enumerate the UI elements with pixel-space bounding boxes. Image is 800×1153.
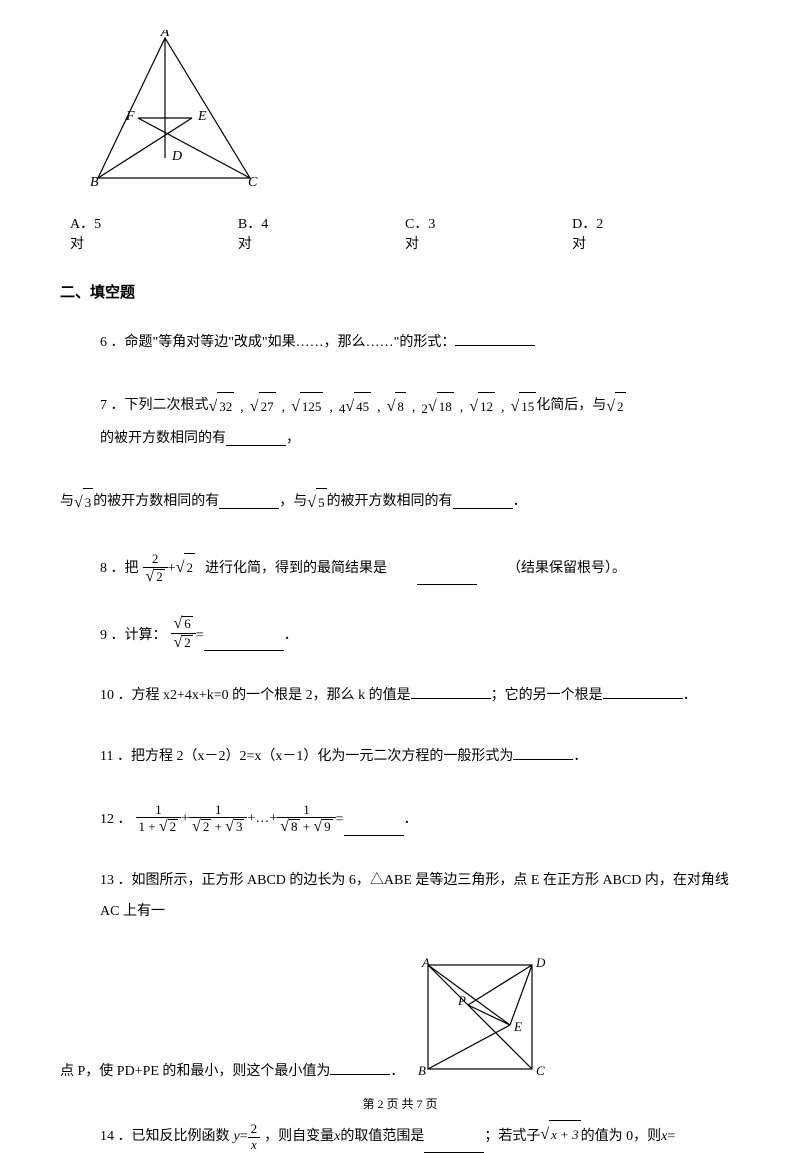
q11-text: 把方程 2（x－2）2=x（x－1）化为一元二次方程的一般形式为: [131, 749, 513, 764]
question-7: 7 ． 下列二次根式 √32,√27,√125,4√45,√8,2√18,√12…: [100, 389, 740, 455]
sqrt-3: √3: [74, 485, 93, 520]
q9-blank: [204, 637, 284, 651]
q13-text2: 点 P，使 PD+PE 的和最小，则这个最小值为: [60, 1064, 330, 1079]
q12-eq: =: [336, 805, 344, 836]
q12-sum: 11 + √2 + 1√2 + √3 +…+ 1√8 + √9: [136, 803, 336, 836]
q7-tail2: 的被开方数相同的有: [100, 424, 226, 455]
q7-blank3: [453, 495, 513, 509]
svg-text:B: B: [418, 1063, 426, 1078]
answer-options: A．5 对 B．4 对 C．3 对 D．2 对: [70, 213, 740, 253]
q14-mid2: 的取值范围是: [340, 1122, 424, 1153]
svg-text:A: A: [421, 957, 430, 970]
q7-comma: ，: [286, 424, 300, 455]
q9-frac: √6 √2: [171, 615, 196, 651]
question-9: 9 ．计算： √6 √2 = ．: [100, 615, 740, 651]
q8-tail2: （结果保留根号）。: [507, 554, 626, 585]
q8-blank: [417, 571, 477, 585]
q7-blank1: [226, 432, 286, 446]
question-8: 8 ．把 2 √2 + √2 进行化简，得到的最简结果是 （结果保留根号）。: [100, 550, 740, 585]
question-13-row2: 点 P，使 PD+PE 的和最小，则这个最小值为 ． A D B C E P: [60, 957, 740, 1087]
svg-text:C: C: [248, 175, 258, 190]
q14-eq2: =: [240, 1122, 248, 1153]
q13-period: ．: [390, 1064, 404, 1079]
square-figure: A D B C E P: [410, 957, 550, 1087]
question-14: 14 ． 已知反比例函数 y = 2 x ，则自变量 x 的取值范围是 ；若式子…: [100, 1117, 740, 1152]
q12-blank: [344, 822, 404, 836]
q6-text: 命题"等角对等边"改成"如果……，那么……"的形式：: [125, 335, 456, 350]
option-b: B．4 对: [238, 213, 285, 253]
svg-text:C: C: [536, 1063, 545, 1078]
question-13: 13 ．如图所示，正方形 ABCD 的边长为 6，△ABE 是等边三角形，点 E…: [100, 866, 740, 928]
q11-period: ．: [573, 749, 587, 764]
q7-num: 7 ．: [100, 391, 125, 422]
option-d: D．2 对: [572, 213, 620, 253]
q7-period: ．: [513, 487, 527, 518]
svg-text:B: B: [90, 175, 99, 190]
q10-period: ．: [683, 688, 697, 703]
q14-blank1: [424, 1139, 484, 1153]
option-a: A．5 对: [70, 213, 118, 253]
triangle-svg: A B C D E F: [90, 30, 260, 190]
svg-text:D: D: [535, 957, 546, 970]
q12-num: 12 ．: [100, 805, 132, 836]
svg-text:A: A: [160, 30, 170, 40]
svg-text:F: F: [125, 109, 135, 124]
question-7-cont: 与 √3 的被开方数相同的有 ，与 √5 的被开方数相同的有 ．: [60, 485, 740, 520]
q14-eq: =: [667, 1122, 675, 1153]
q9-period: ．: [284, 621, 298, 652]
q13-blank: [330, 1061, 390, 1075]
q10-text: 方程 x2+4x+k=0 的一个根是 2，那么 k 的值是: [132, 688, 411, 703]
page-footer: 第 2 页 共 7 页: [0, 1095, 800, 1112]
option-c: C．3 对: [405, 213, 452, 253]
question-10: 10 ．方程 x2+4x+k=0 的一个根是 2，那么 k 的值是 ；它的另一个根…: [100, 681, 740, 712]
question-11: 11 ．把方程 2（x－2）2=x（x－1）化为一元二次方程的一般形式为 ．: [100, 742, 740, 773]
q8-plus: +: [168, 554, 176, 585]
question-12: 12 ． 11 + √2 + 1√2 + √3 +…+ 1√8 + √9 = ．: [100, 803, 740, 836]
q8-sqrt: √2: [176, 550, 195, 585]
svg-text:E: E: [197, 109, 207, 124]
q14-mid4: 的值为 0，则: [581, 1122, 662, 1153]
q8-frac: 2 √2: [143, 552, 168, 585]
q6-num: 6 ．: [100, 335, 125, 350]
sqrt-2: √2: [606, 389, 625, 424]
q13-text1: 如图所示，正方形 ABCD 的边长为 6，△ABE 是等边三角形，点 E 在正方…: [100, 873, 729, 919]
svg-text:P: P: [457, 993, 466, 1008]
q13-num: 13 ．: [100, 873, 132, 888]
q14-num: 14 ．: [100, 1122, 132, 1153]
q14-lead: 已知反比例函数: [132, 1122, 230, 1153]
svg-text:D: D: [171, 149, 182, 164]
q14-frac: 2 x: [248, 1122, 261, 1152]
svg-text:E: E: [513, 1019, 522, 1034]
q11-blank: [513, 746, 573, 760]
question-6: 6 ．命题"等角对等边"改成"如果……，那么……"的形式：: [100, 328, 740, 359]
q11-num: 11 ．: [100, 749, 131, 764]
triangle-figure: A B C D E F: [90, 30, 740, 195]
q10-text2: ；它的另一个根是: [491, 688, 603, 703]
q7c-lead: 与: [60, 487, 74, 518]
q7-blank2: [219, 495, 279, 509]
q10-num: 10 ．: [100, 688, 132, 703]
q10-blank1: [411, 685, 491, 699]
q10-blank2: [603, 685, 683, 699]
sqrt-5: √5: [307, 485, 326, 520]
q7-radicals: √32,√27,√125,4√45,√8,2√18,√12,√15: [209, 389, 537, 424]
q7c-tail: 的被开方数相同的有: [327, 487, 453, 518]
q14-mid: ，则自变量: [264, 1122, 334, 1153]
q14-sqrt: √x + 3: [540, 1117, 580, 1152]
q7c-mid: 的被开方数相同的有: [93, 487, 219, 518]
section-2-title: 二、填空题: [60, 281, 740, 302]
q7-tail1: 化简后，与: [536, 391, 606, 422]
q6-blank: [455, 332, 535, 346]
q12-period: ．: [404, 805, 418, 836]
q7c-mid2: ，与: [279, 487, 307, 518]
q7-lead: 下列二次根式: [125, 391, 209, 422]
q9-num: 9 ．计算：: [100, 621, 167, 652]
q14-mid3: ；若式子: [484, 1122, 540, 1153]
q8-tail: 进行化简，得到的最简结果是: [205, 554, 387, 585]
q9-eq: =: [196, 621, 204, 652]
q8-num: 8 ．把: [100, 554, 139, 585]
